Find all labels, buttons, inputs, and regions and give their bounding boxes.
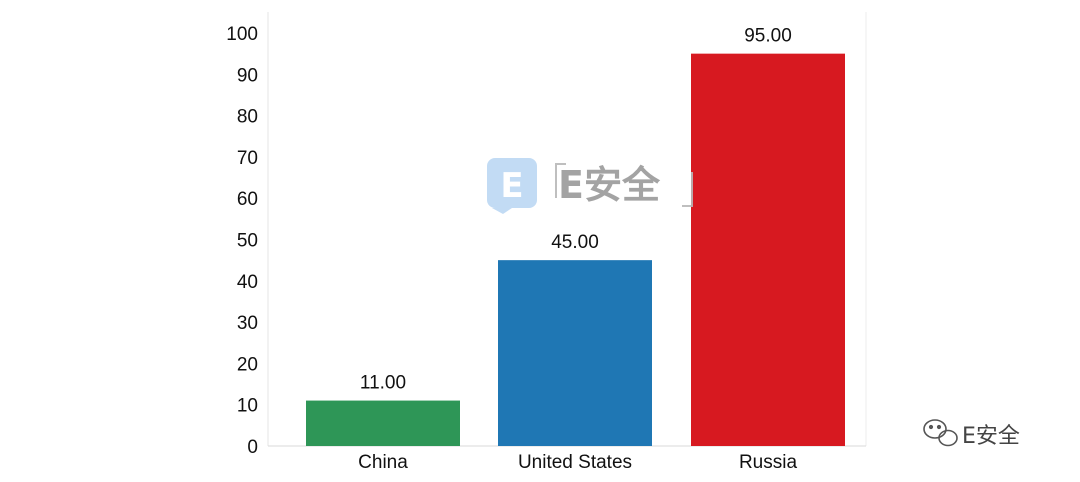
footer-brand: E安全 xyxy=(923,419,1020,449)
data-labels: 11.00 45.00 95.00 xyxy=(360,26,792,394)
y-tick-label: 90 xyxy=(237,65,258,86)
y-tick-label: 20 xyxy=(237,354,258,375)
wechat-icon xyxy=(923,419,958,447)
category-labels: China United States Russia xyxy=(358,452,797,473)
y-tick-labels: 0 10 20 30 40 50 60 70 80 90 100 xyxy=(226,24,258,458)
y-tick-label: 70 xyxy=(237,148,258,169)
footer-brand-text: E安全 xyxy=(962,424,1020,449)
watermark-text: E安全 xyxy=(558,163,661,207)
y-tick-label: 80 xyxy=(237,107,258,128)
y-tick-label: 50 xyxy=(237,231,258,252)
y-tick-label: 100 xyxy=(226,24,258,45)
bar-china xyxy=(306,400,460,446)
watermark-logo-icon: E xyxy=(487,158,537,214)
x-tick-label: United States xyxy=(518,452,632,473)
watermark-logo-letter: E xyxy=(500,166,523,206)
watermark-bracket-right xyxy=(682,172,693,207)
y-tick-label: 60 xyxy=(237,189,258,210)
y-tick-label: 40 xyxy=(237,272,258,293)
bars xyxy=(306,53,845,447)
y-tick-label: 0 xyxy=(247,437,258,458)
data-label: 11.00 xyxy=(360,373,406,394)
watermark: E E安全 xyxy=(487,158,693,214)
bar-russia xyxy=(691,53,845,447)
y-tick-label: 30 xyxy=(237,313,258,334)
bar-united-states xyxy=(498,260,652,446)
x-tick-label: Russia xyxy=(739,452,798,473)
data-label: 45.00 xyxy=(551,232,599,253)
y-tick-label: 10 xyxy=(237,396,258,417)
watermark-bracket-left xyxy=(555,163,566,198)
x-tick-label: China xyxy=(358,452,408,473)
data-label: 95.00 xyxy=(744,26,792,47)
